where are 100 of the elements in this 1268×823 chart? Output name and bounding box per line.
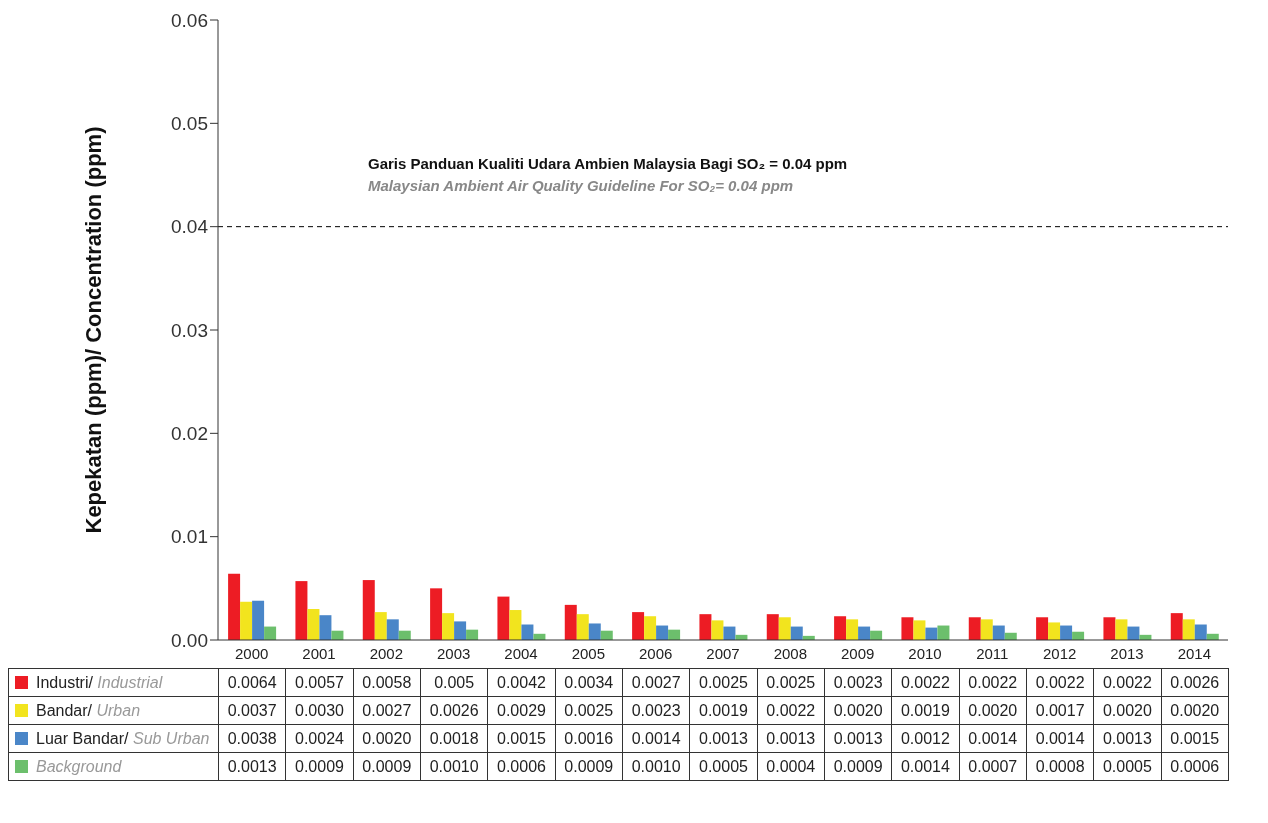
y-tick-label: 0.06: [171, 9, 208, 31]
data-label: 0.0013: [689, 724, 758, 753]
data-label: 0.0006: [1161, 752, 1229, 781]
data-label: 0.0017: [1026, 696, 1094, 725]
x-tick-label: 2000: [234, 644, 269, 662]
data-label: 0.0034: [555, 668, 623, 697]
data-label: 0.0030: [285, 696, 354, 725]
bar: [699, 614, 712, 640]
y-axis-title: Kepekatan (ppm)/ Concentration (ppm): [80, 126, 106, 534]
data-label: 0.0019: [891, 696, 960, 725]
y-tick-label: 0.04: [171, 216, 209, 238]
data-label: 0.0057: [285, 668, 354, 697]
data-label: 0.0026: [420, 696, 488, 725]
data-label: 0.0022: [1093, 668, 1162, 697]
data-label: 0.0020: [353, 724, 421, 753]
data-label: 0.0014: [959, 724, 1027, 753]
data-label: 0.0020: [1161, 696, 1229, 725]
data-label: 0.0022: [891, 668, 960, 697]
x-tick-label: 2009: [840, 644, 875, 662]
bar: [576, 614, 589, 640]
data-label: 0.0018: [420, 724, 488, 753]
x-tick-label: 2006: [638, 644, 673, 662]
bar: [778, 617, 791, 640]
data-label: 0.0020: [1093, 696, 1162, 725]
bar: [1060, 625, 1073, 640]
data-label: 0.0027: [622, 668, 690, 697]
data-label: 0.0023: [824, 668, 892, 697]
data-label: 0.0014: [1026, 724, 1094, 753]
bar: [295, 581, 308, 640]
bar: [1036, 617, 1049, 640]
x-tick-label: 2014: [1177, 644, 1212, 662]
bar: [1103, 617, 1116, 640]
data-label: 0.0009: [555, 752, 623, 781]
data-label: 0.0012: [891, 724, 960, 753]
bar: [901, 617, 914, 640]
bar: [228, 573, 241, 640]
x-tick-label: 2001: [302, 644, 336, 662]
data-label: 0.0005: [1093, 752, 1162, 781]
bar: [656, 625, 669, 640]
data-label: 0.0022: [959, 668, 1027, 697]
data-label: 0.0005: [689, 752, 758, 781]
data-label: 0.0010: [622, 752, 690, 781]
data-label: 0.0029: [487, 696, 556, 725]
bar: [497, 596, 510, 640]
bar: [509, 610, 522, 640]
x-tick-label: 2012: [1042, 644, 1077, 662]
bar: [937, 625, 950, 640]
bar: [834, 616, 847, 640]
data-label: 0.0013: [1093, 724, 1162, 753]
data-label: 0.0022: [757, 696, 825, 725]
data-label: 0.0014: [891, 752, 960, 781]
x-tick-label: 2005: [571, 644, 606, 662]
y-tick-label: 0.03: [171, 319, 208, 341]
data-label: 0.0026: [1161, 668, 1229, 697]
data-label: 0.0009: [353, 752, 421, 781]
bar: [711, 620, 724, 640]
x-tick-label: 2013: [1110, 644, 1144, 662]
bar: [521, 624, 534, 640]
data-label: 0.0038: [218, 724, 286, 753]
annotation: Malaysian Ambient Air Quality Guideline For SO₂= 0.04 ppm: [368, 176, 794, 194]
bar: [252, 600, 265, 640]
data-label: 0.005: [420, 668, 488, 697]
bar: [362, 580, 375, 640]
y-tick-label: 0.00: [171, 629, 208, 651]
bar: [564, 604, 577, 640]
legend-label: Bandar/ Urban: [36, 701, 141, 719]
x-tick-label: 2008: [773, 644, 808, 662]
bar: [1115, 619, 1128, 640]
x-tick-label: 2004: [504, 644, 538, 662]
bar: [913, 620, 926, 640]
bar: [766, 614, 779, 640]
bar: [644, 616, 657, 640]
data-label: 0.0025: [757, 668, 825, 697]
data-label: 0.0020: [824, 696, 892, 725]
data-label: 0.0042: [487, 668, 556, 697]
data-label: 0.0013: [824, 724, 892, 753]
data-label: 0.0006: [487, 752, 556, 781]
x-tick-label: 2002: [369, 644, 404, 662]
data-label: 0.0058: [353, 668, 421, 697]
bar: [992, 625, 1005, 640]
data-label: 0.0025: [555, 696, 623, 725]
x-tick-label: 2011: [976, 644, 1009, 662]
x-tick-label: 2010: [908, 644, 942, 662]
bar: [1182, 619, 1195, 640]
data-label: 0.0009: [285, 752, 354, 781]
x-tick-label: 2003: [436, 644, 471, 662]
bar: [374, 612, 387, 640]
ref-line-label: Garis Panduan Kualiti Udara Ambien Malaysia Bagi SO₂ = 0.04 ppm: [368, 154, 848, 172]
bar: [240, 601, 253, 640]
bar: [968, 617, 981, 640]
bar: [632, 612, 645, 640]
data-label: 0.0019: [689, 696, 758, 725]
data-label: 0.0016: [555, 724, 623, 753]
legend-label: Industri/ Industrial: [36, 673, 163, 691]
x-tick-label: 2007: [706, 644, 740, 662]
data-label: 0.0010: [420, 752, 488, 781]
data-label: 0.0015: [1161, 724, 1229, 753]
data-label: 0.0025: [689, 668, 758, 697]
bar: [430, 588, 443, 640]
bar: [1170, 613, 1183, 640]
